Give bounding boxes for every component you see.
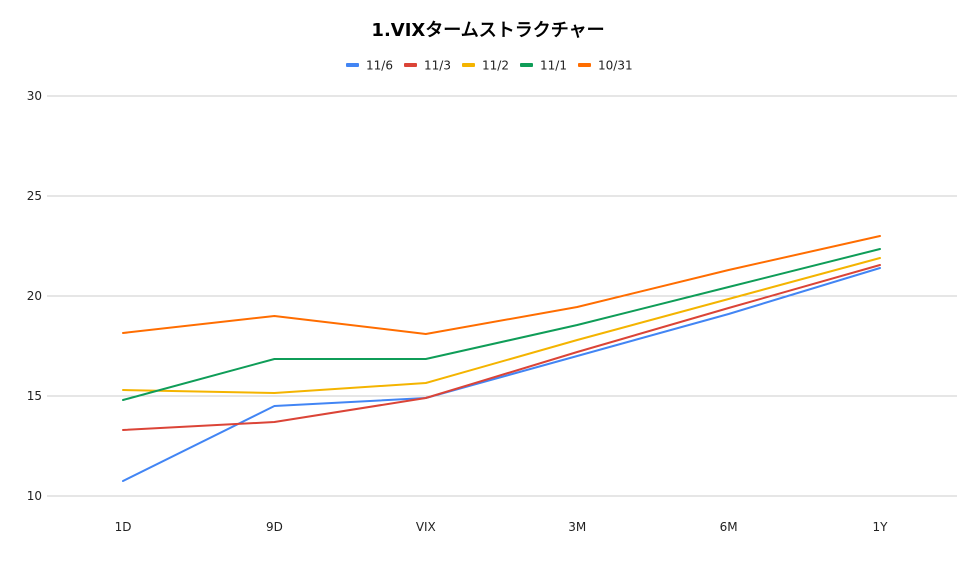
series-line-11-2 <box>122 257 881 394</box>
legend: 11/6 11/3 11/2 11/1 10/31 <box>346 59 633 73</box>
legend-swatch <box>578 63 591 67</box>
legend-item-10-31: 10/31 <box>578 59 633 73</box>
legend-item-11-2: 11/2 <box>462 59 509 73</box>
x-tick-label: 6M <box>720 520 738 534</box>
legend-swatch <box>520 63 533 67</box>
gridlines <box>47 95 957 497</box>
legend-label: 11/1 <box>540 59 567 73</box>
x-tick-label: VIX <box>416 520 436 534</box>
legend-item-11-3: 11/3 <box>404 59 451 73</box>
y-axis: 10 15 20 25 30 <box>27 89 42 503</box>
legend-label: 11/6 <box>366 59 393 73</box>
legend-label: 11/2 <box>482 59 509 73</box>
y-tick-label: 30 <box>27 89 42 103</box>
legend-label: 10/31 <box>598 59 633 73</box>
legend-item-11-1: 11/1 <box>520 59 567 73</box>
series-line-11-6 <box>122 267 881 482</box>
legend-swatch <box>404 63 417 67</box>
chart-title: 1.VIXタームストラクチャー <box>371 20 604 41</box>
x-axis: 1D 9D VIX 3M 6M 1Y <box>115 520 889 534</box>
legend-item-11-6: 11/6 <box>346 59 393 73</box>
series-line-11-3 <box>122 264 881 431</box>
y-tick-label: 10 <box>27 489 42 503</box>
x-tick-label: 1D <box>115 520 132 534</box>
x-tick-label: 1Y <box>873 520 889 534</box>
series-lines <box>122 235 881 482</box>
legend-swatch <box>346 63 359 67</box>
y-tick-label: 15 <box>27 389 42 403</box>
legend-swatch <box>462 63 475 67</box>
series-line-10-31 <box>122 235 881 335</box>
legend-label: 11/3 <box>424 59 451 73</box>
y-tick-label: 25 <box>27 189 42 203</box>
x-tick-label: 3M <box>568 520 586 534</box>
series-line-11-1 <box>122 248 881 401</box>
y-tick-label: 20 <box>27 289 42 303</box>
x-tick-label: 9D <box>266 520 283 534</box>
